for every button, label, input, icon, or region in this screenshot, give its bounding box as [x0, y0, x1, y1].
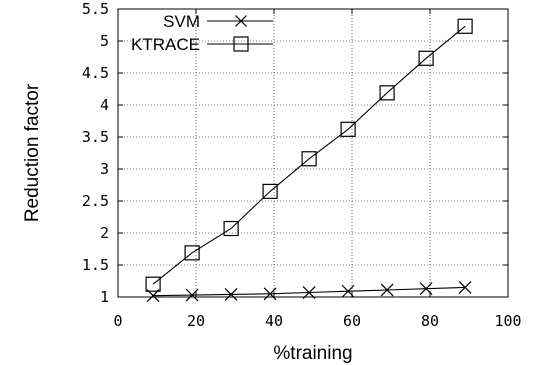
y-axis-title: Reduction factor	[22, 83, 43, 222]
legend-cross-marker-icon	[235, 15, 247, 27]
data-point-svm	[263, 287, 277, 301]
data-point-svm	[224, 288, 238, 301]
data-point-svm	[380, 283, 394, 297]
x-tick-label: 100	[494, 312, 521, 330]
series-line-ktrace	[152, 25, 466, 285]
data-point-ktrace	[145, 276, 161, 292]
legend-label-svm: SVM	[163, 12, 200, 31]
x-tick-label: 60	[343, 312, 361, 330]
series-line-svm	[153, 286, 466, 297]
y-tick-label: 5.5	[82, 0, 109, 18]
x-tick-label: 80	[421, 312, 439, 330]
axis-ticks: 0 20 40 60 80 100 1 1.5 2 2.5 3 3.5 4 4.5 5 5.5	[82, 0, 522, 330]
y-tick-label: 3	[100, 160, 109, 178]
y-tick-label: 3.5	[82, 128, 109, 146]
grid-lines	[118, 9, 508, 297]
y-tick-label: 4	[100, 96, 109, 114]
data-point-svm	[302, 286, 316, 299]
data-point-ktrace	[223, 220, 239, 237]
y-tick-label: 2.5	[82, 192, 109, 210]
data-point-svm	[419, 282, 433, 296]
y-tick-label: 5	[100, 32, 109, 50]
data-point-ktrace	[340, 121, 356, 137]
data-point-ktrace	[262, 183, 278, 199]
legend: SVM KTRACE	[131, 12, 273, 54]
data-point-svm	[341, 284, 355, 298]
x-tick-label: 0	[113, 312, 122, 330]
data-point-svm	[458, 280, 472, 294]
data-point-ktrace	[379, 85, 395, 101]
data-point-ktrace	[184, 245, 200, 261]
legend-label-ktrace: KTRACE	[131, 35, 200, 54]
data-series	[145, 18, 473, 303]
legend-square-marker-icon	[233, 36, 249, 52]
data-point-svm	[185, 288, 199, 302]
data-point-ktrace	[418, 50, 434, 66]
y-tick-label: 1	[100, 288, 109, 306]
y-tick-label: 2	[100, 224, 109, 242]
y-tick-label: 4.5	[82, 64, 109, 82]
x-tick-label: 20	[187, 312, 205, 330]
x-tick-label: 40	[265, 312, 283, 330]
y-tick-label: 1.5	[82, 256, 109, 274]
data-point-ktrace	[457, 18, 473, 34]
data-point-ktrace	[301, 151, 317, 167]
x-axis-title: %training	[273, 343, 352, 364]
